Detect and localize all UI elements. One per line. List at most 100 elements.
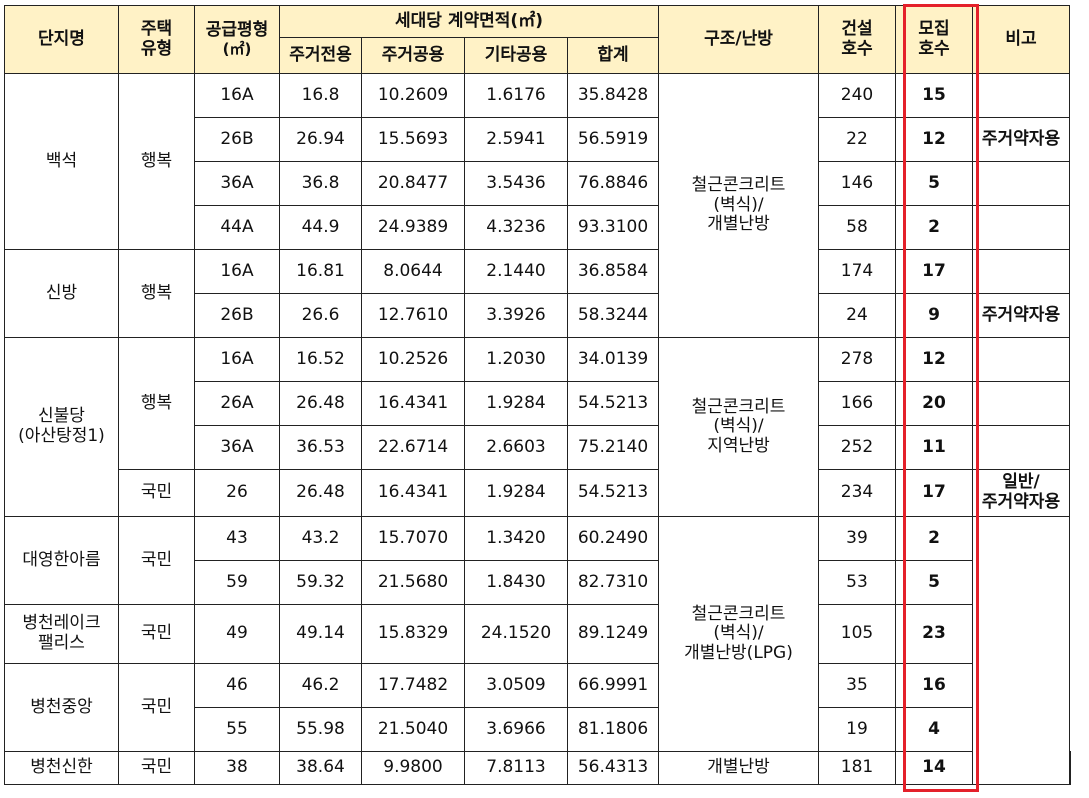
header-other: 기타공용 bbox=[464, 37, 568, 74]
common-cell: 22.6714 bbox=[361, 425, 465, 470]
total-cell: 35.8428 bbox=[567, 73, 659, 118]
complex-name: 병천신한 bbox=[4, 751, 119, 785]
built-cell: 174 bbox=[818, 249, 896, 294]
table-row: 26B 26.6 12.7610 3.3926 58.3244 24 9 주거약… bbox=[5, 293, 1071, 338]
exclusive-cell: 55.98 bbox=[279, 707, 362, 752]
note-cell: 일반/ 주거약자용 bbox=[972, 469, 1070, 517]
header-area-group: 세대당 계약면적(㎡) bbox=[279, 5, 659, 38]
supply-cell: 26A bbox=[194, 381, 280, 426]
recruit-cell: 15 bbox=[895, 73, 973, 118]
common-cell: 15.8329 bbox=[361, 604, 465, 664]
exclusive-cell: 16.81 bbox=[279, 249, 362, 294]
exclusive-cell: 38.64 bbox=[279, 751, 362, 785]
exclusive-cell: 16.8 bbox=[279, 73, 362, 118]
house-type: 행복 bbox=[118, 337, 195, 470]
header-supply-unit: (㎡) bbox=[222, 39, 252, 58]
house-type: 국민 bbox=[118, 516, 195, 605]
supply-cell: 43 bbox=[194, 516, 280, 561]
note-cell bbox=[972, 425, 1070, 470]
header-note: 비고 bbox=[972, 5, 1070, 74]
table-row: 55 55.98 21.5040 3.6966 81.1806 19 4 bbox=[5, 707, 1071, 752]
supply-cell: 26B bbox=[194, 293, 280, 338]
built-cell: 240 bbox=[818, 73, 896, 118]
note-cell bbox=[972, 205, 1070, 250]
common-cell: 8.0644 bbox=[361, 249, 465, 294]
other-cell: 4.3236 bbox=[464, 205, 568, 250]
table-row: 병천중앙 국민 46 46.2 17.7482 3.0509 66.9991 3… bbox=[4, 663, 1071, 752]
built-cell: 24 bbox=[818, 293, 896, 338]
recruit-cell: 17 bbox=[895, 469, 973, 517]
built-cell: 252 bbox=[818, 425, 896, 470]
common-cell: 17.7482 bbox=[361, 663, 465, 708]
note-cell: 주거약자용 bbox=[972, 117, 1070, 162]
structure-cell: 철근콘크리트 (벽식)/ 개별난방(LPG) bbox=[658, 516, 819, 752]
table-row: 44A 44.9 24.9389 4.3236 93.3100 58 2 bbox=[5, 205, 1071, 250]
exclusive-cell: 36.8 bbox=[279, 161, 362, 206]
recruit-cell: 20 bbox=[895, 381, 973, 426]
other-cell: 1.6176 bbox=[464, 73, 568, 118]
complex-name: 백석 bbox=[4, 73, 119, 250]
built-cell: 53 bbox=[818, 560, 896, 605]
built-cell: 181 bbox=[818, 751, 896, 785]
total-cell: 58.3244 bbox=[567, 293, 659, 338]
recruit-cell: 2 bbox=[895, 516, 973, 561]
house-type: 국민 bbox=[118, 469, 195, 517]
other-cell: 3.5436 bbox=[464, 161, 568, 206]
other-cell: 1.2030 bbox=[464, 337, 568, 382]
supply-cell: 16A bbox=[194, 249, 280, 294]
total-cell: 81.1806 bbox=[567, 707, 659, 752]
total-cell: 93.3100 bbox=[567, 205, 659, 250]
other-cell: 1.3420 bbox=[464, 516, 568, 561]
exclusive-cell: 46.2 bbox=[279, 663, 362, 708]
house-type: 행복 bbox=[118, 73, 195, 250]
built-cell: 105 bbox=[818, 604, 896, 664]
common-cell: 15.7070 bbox=[361, 516, 465, 561]
note-cell: 주거약자용 bbox=[972, 293, 1070, 338]
built-cell: 234 bbox=[818, 469, 896, 517]
structure-cell: 철근콘크리트 (벽식)/ 개별난방 bbox=[658, 73, 819, 338]
total-cell: 36.8584 bbox=[567, 249, 659, 294]
table-row: 신불당 (아산탕정1) 행복 16A 16.52 10.2526 1.2030 … bbox=[4, 337, 1071, 517]
common-cell: 16.4341 bbox=[361, 381, 465, 426]
table-row: 병천신한 국민 38 38.64 9.9800 7.8113 56.4313 개… bbox=[4, 751, 1071, 785]
table-row: 26B 26.94 15.5693 2.5941 56.5919 22 12 주… bbox=[5, 117, 1071, 162]
header-exclusive: 주거전용 bbox=[279, 37, 362, 74]
other-cell: 2.6603 bbox=[464, 425, 568, 470]
exclusive-cell: 49.14 bbox=[279, 604, 362, 664]
recruit-cell: 9 bbox=[895, 293, 973, 338]
recruit-cell: 5 bbox=[895, 560, 973, 605]
common-cell: 21.5680 bbox=[361, 560, 465, 605]
house-type: 국민 bbox=[118, 604, 195, 664]
common-cell: 16.4341 bbox=[361, 469, 465, 517]
note-cell bbox=[972, 161, 1070, 206]
table-row: 국민 26 26.48 16.4341 1.9284 54.5213 234 1… bbox=[5, 469, 1071, 517]
common-cell: 24.9389 bbox=[361, 205, 465, 250]
supply-cell: 26 bbox=[194, 469, 280, 517]
recruit-cell: 16 bbox=[895, 663, 973, 708]
header-structure: 구조/난방 bbox=[658, 5, 819, 74]
recruit-cell: 23 bbox=[895, 604, 973, 664]
table-row: 병천레이크 팰리스 국민 49 49.14 15.8329 24.1520 89… bbox=[4, 604, 1071, 664]
recruit-cell: 12 bbox=[895, 117, 973, 162]
supply-cell: 36A bbox=[194, 161, 280, 206]
table-row: 대영한아름 국민 43 43.2 15.7070 1.3420 60.2490 … bbox=[4, 516, 1071, 785]
note-cell bbox=[972, 337, 1070, 382]
total-cell: 82.7310 bbox=[567, 560, 659, 605]
complex-name: 병천레이크 팰리스 bbox=[4, 604, 119, 664]
total-cell: 54.5213 bbox=[567, 381, 659, 426]
common-cell: 10.2526 bbox=[361, 337, 465, 382]
other-cell: 2.1440 bbox=[464, 249, 568, 294]
built-cell: 166 bbox=[818, 381, 896, 426]
common-cell: 12.7610 bbox=[361, 293, 465, 338]
house-type: 국민 bbox=[118, 663, 195, 752]
other-cell: 1.9284 bbox=[464, 469, 568, 517]
supply-cell: 16A bbox=[194, 337, 280, 382]
note-cell bbox=[1069, 751, 1071, 785]
complex-name: 병천중앙 bbox=[4, 663, 119, 752]
exclusive-cell: 16.52 bbox=[279, 337, 362, 382]
supply-cell: 59 bbox=[194, 560, 280, 605]
header-type: 주택 유형 bbox=[118, 5, 195, 74]
supply-cell: 26B bbox=[194, 117, 280, 162]
built-cell: 146 bbox=[818, 161, 896, 206]
exclusive-cell: 36.53 bbox=[279, 425, 362, 470]
